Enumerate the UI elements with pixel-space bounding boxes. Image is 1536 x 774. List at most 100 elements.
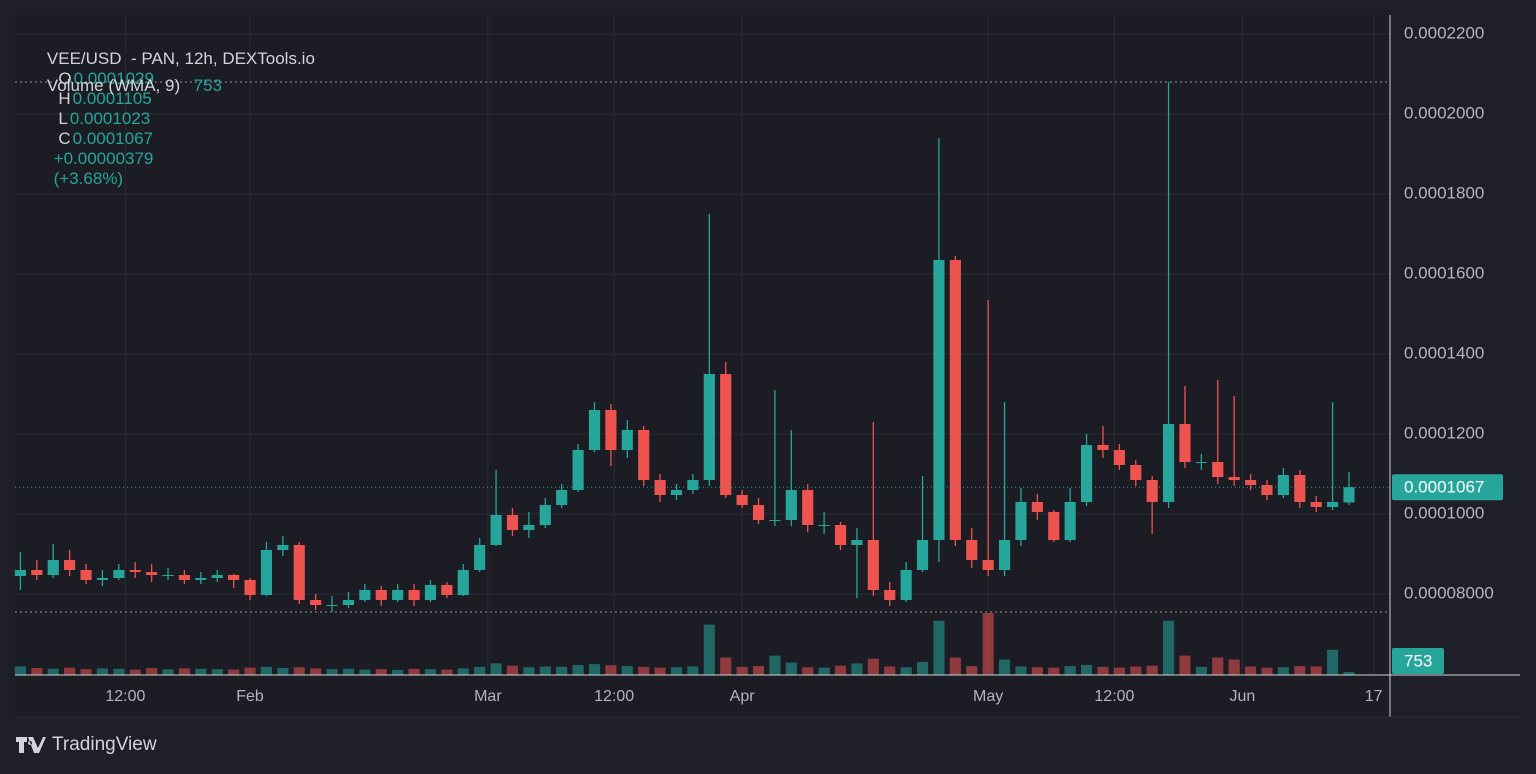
volume-bar [998, 659, 1011, 675]
y-tick-label: 0.0002200 [1404, 23, 1484, 42]
y-tick-label: 0.0001800 [1404, 183, 1484, 202]
volume-bar [1261, 667, 1273, 675]
volume-bar [539, 666, 551, 675]
change-percent: (+3.68%) [53, 169, 124, 188]
volume-bar [933, 620, 945, 675]
x-tick-label: May [973, 688, 1003, 705]
volume-bar [1327, 649, 1339, 675]
candle-body [802, 490, 814, 525]
volume-bar [260, 666, 273, 675]
y-tick-label: 0.0001600 [1404, 263, 1484, 282]
volume-bar [1097, 666, 1109, 675]
candle-body [949, 260, 961, 540]
volume-bar [424, 669, 437, 675]
volume-bar [375, 669, 387, 675]
candle-body [916, 540, 929, 570]
volume-bar [195, 668, 207, 675]
candle-body [211, 575, 223, 578]
volume-bar [178, 668, 191, 675]
volume-bar [588, 664, 601, 675]
open-label: O [58, 69, 72, 88]
brand-logo[interactable]: TradingView [16, 734, 157, 756]
volume-bar [1212, 657, 1224, 675]
candle-body [293, 545, 305, 600]
volume-bar [818, 667, 830, 675]
candle-body [605, 410, 617, 450]
volume-legend: Volume (WMA, 9) 753 [28, 56, 224, 116]
candle-body [687, 480, 699, 490]
volume-bar [916, 661, 929, 675]
volume-bar [785, 662, 797, 675]
volume-bar [949, 657, 961, 675]
candle-body [1212, 462, 1224, 477]
y-tick-label: 0.0001400 [1404, 343, 1484, 362]
volume-bar [1310, 666, 1322, 675]
volume-bar [1294, 666, 1306, 675]
volume-bar [80, 669, 92, 675]
volume-bar [867, 658, 879, 675]
high-label: H [58, 89, 71, 108]
volume-bar [129, 669, 141, 675]
candle-body [457, 570, 469, 595]
candle-body [1179, 424, 1191, 462]
close-label: C [58, 129, 71, 148]
candle-body [818, 525, 830, 526]
candle-body [867, 540, 879, 590]
candle-body [195, 578, 207, 580]
volume-bar [1031, 667, 1043, 675]
volume-bar [47, 668, 59, 675]
volume-bar [752, 666, 765, 675]
candle-body [1146, 480, 1158, 502]
chart-pane [15, 15, 1390, 717]
candle-body [1064, 502, 1076, 540]
volume-bar [556, 666, 568, 675]
candle-body [638, 430, 650, 480]
candle-body [408, 590, 420, 600]
volume-bar [1146, 665, 1158, 675]
symbol-title: VEE/USD - PAN, 12h, DEXTools.io [46, 49, 315, 68]
volume-bar [1179, 655, 1191, 675]
volume-bar [523, 667, 535, 675]
candle-body [884, 590, 896, 600]
change-value: +0.00000379 [53, 149, 154, 168]
x-tick-label: Mar [474, 688, 502, 705]
candle-body [14, 570, 26, 576]
candle-body [670, 490, 683, 495]
volume-bar [408, 668, 420, 675]
candle-body [834, 525, 847, 545]
volume-bar [1015, 666, 1027, 675]
y-tick-label: 0.0002000 [1404, 103, 1484, 122]
candle-body [392, 590, 404, 600]
candle-body [1031, 502, 1043, 512]
candle-body [1327, 502, 1339, 507]
brand-icon [16, 737, 46, 753]
volume-bar [228, 669, 240, 675]
candle-body [1130, 465, 1142, 480]
volume-bar [703, 624, 715, 675]
volume-bar [654, 667, 666, 675]
candle-body [1343, 487, 1355, 503]
volume-bar [670, 667, 683, 675]
candle-body [244, 580, 256, 595]
candle-body [998, 540, 1011, 570]
candle-body [228, 575, 240, 580]
candle-body [556, 490, 568, 505]
candle-body [178, 575, 191, 580]
candle-body [769, 520, 781, 521]
candle-body [539, 505, 551, 525]
candle-body [1245, 480, 1257, 485]
candle-body [851, 540, 863, 545]
candle-body [1048, 512, 1060, 540]
candle-body [342, 600, 355, 605]
brand-name: TradingView [52, 734, 157, 755]
volume-bar [31, 668, 43, 675]
open-value: 0.0001029 [73, 69, 154, 88]
candle-body [506, 515, 519, 530]
candle-body [900, 570, 912, 600]
x-tick-label: 12:00 [1094, 688, 1134, 705]
volume-bar [851, 663, 863, 675]
volume-bar [1245, 666, 1257, 675]
x-tick-label: 12:00 [105, 688, 145, 705]
volume-bar [293, 667, 305, 675]
candle-body [1294, 475, 1306, 502]
